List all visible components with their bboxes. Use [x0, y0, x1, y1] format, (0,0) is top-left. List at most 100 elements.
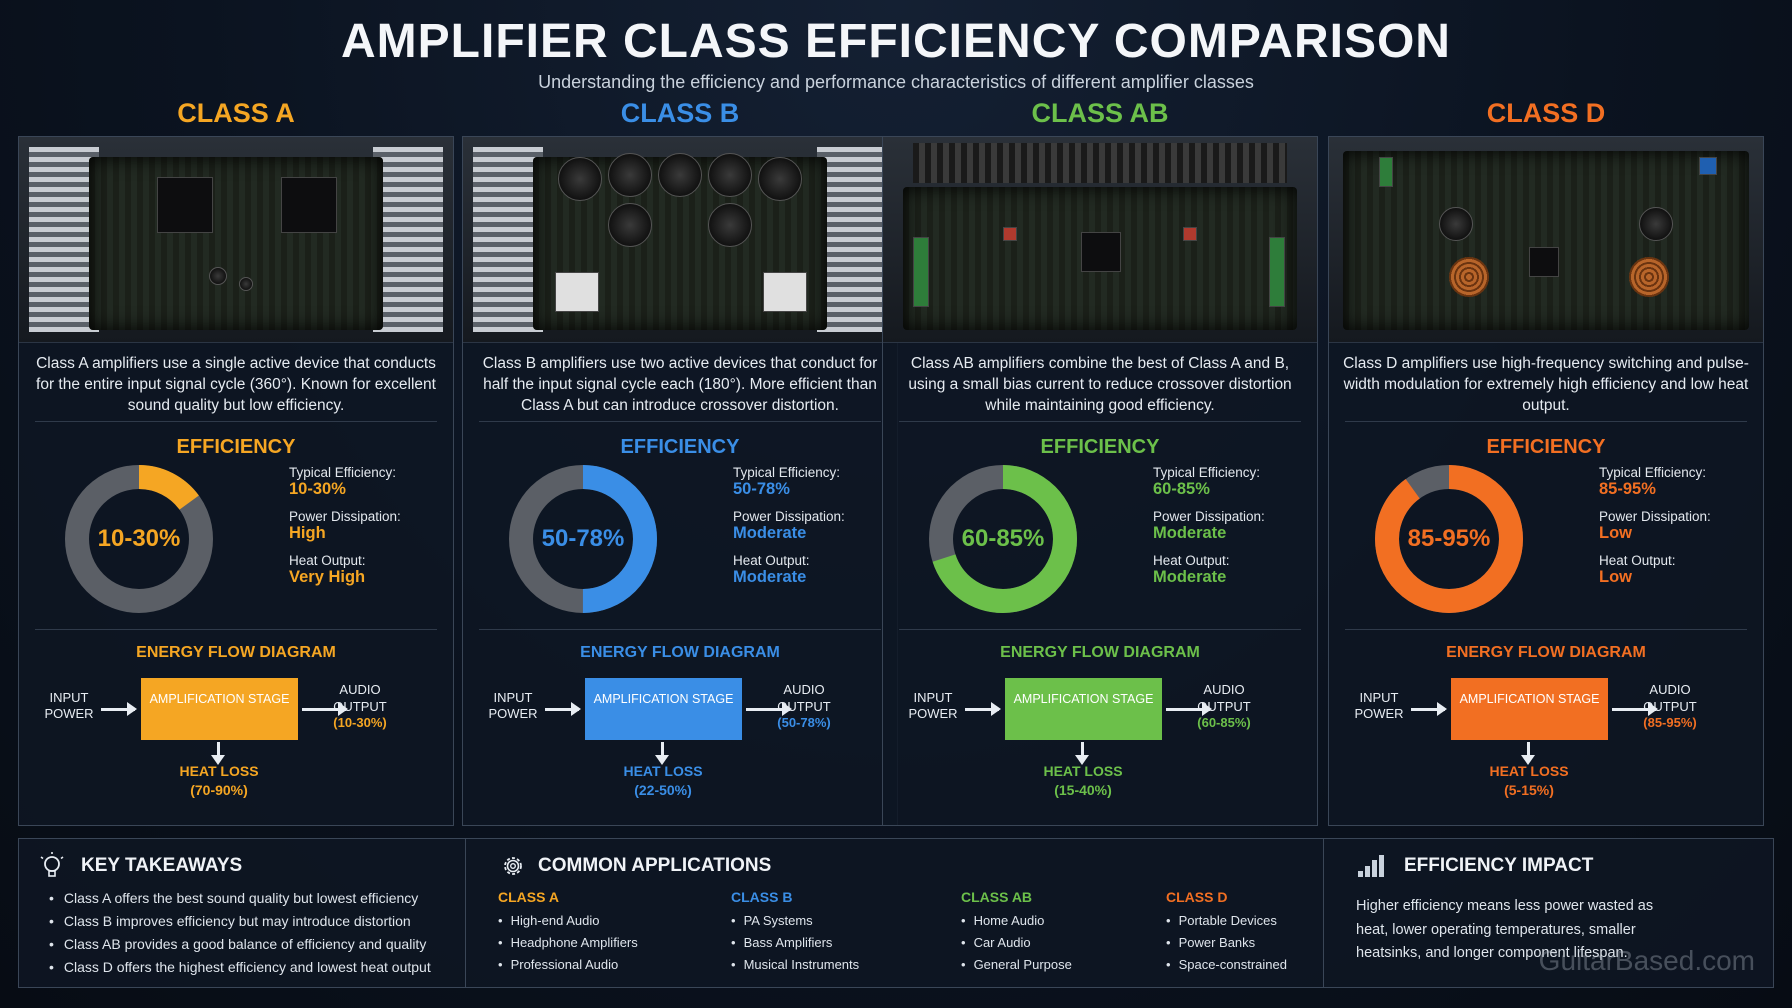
flow-title: ENERGY FLOW DIAGRAM — [1446, 644, 1646, 661]
typical-efficiency-label: Typical Efficiency: — [1153, 465, 1261, 480]
impact-text: Higher efficiency means less power waste… — [1356, 898, 1654, 961]
list-item: Class A offers the best sound quality bu… — [49, 887, 431, 910]
amplification-stage-box: AMPLIFICATION STAGE — [585, 678, 742, 740]
flow-input: INPUT POWER — [44, 690, 94, 721]
flow-heat: HEAT LOSS (5-15%) — [1459, 762, 1599, 800]
typical-efficiency-value: 50-78% — [733, 480, 790, 498]
arrow-right-icon — [302, 702, 348, 716]
class-a-column: CLASS A Class A amplifiers use a single … — [18, 96, 454, 826]
application-group: CLASS D Portable Devices Power Banks Spa… — [1166, 889, 1287, 976]
amplification-stage-box: AMPLIFICATION STAGE — [1005, 678, 1162, 740]
list-item: PA Systems — [731, 910, 859, 932]
donut-label: 50-78% — [541, 525, 625, 552]
bottom-panel: KEY TAKEAWAYS Class A offers the best so… — [18, 838, 1774, 988]
power-dissipation-value: Moderate — [1153, 524, 1227, 542]
flow-output: AUDIO OUTPUT (10-30%) — [315, 682, 405, 732]
power-dissipation-label: Power Dissipation: — [733, 509, 845, 524]
power-dissipation-label: Power Dissipation: — [1153, 509, 1265, 524]
list-item: Space-constrained — [1166, 954, 1287, 976]
class-title: CLASS D — [1486, 98, 1606, 128]
application-heading: CLASS A — [498, 889, 559, 905]
donut-fill — [929, 465, 1077, 613]
flow-heat-pct: (5-15%) — [1504, 782, 1554, 798]
flow-output-pct: (50-78%) — [777, 715, 831, 730]
efficiency-donut — [929, 465, 1077, 613]
energy-flow-diagram: INPUT POWER AMPLIFICATION STAGE AUDIO OU… — [463, 662, 897, 802]
flow-heat-pct: (15-40%) — [1054, 782, 1112, 798]
donut-label: 60-85% — [961, 525, 1045, 552]
flow-title: ENERGY FLOW DIAGRAM — [580, 644, 780, 661]
heat-output-label: Heat Output: — [733, 553, 810, 568]
list-item: Class B improves efficiency but may intr… — [49, 910, 431, 933]
heat-output-label: Heat Output: — [1599, 553, 1676, 568]
power-dissipation-value: High — [289, 524, 326, 542]
efficiency-stats: Typical Efficiency: 10-30% Power Dissipa… — [289, 465, 401, 597]
heat-output-value: Moderate — [1153, 568, 1227, 586]
list-item: High-end Audio — [498, 910, 638, 932]
efficiency-stats: Typical Efficiency: 60-85% Power Dissipa… — [1153, 465, 1265, 597]
flow-output-pct: (10-30%) — [333, 715, 387, 730]
flow-output-pct: (85-95%) — [1643, 715, 1697, 730]
flow-output-label: AUDIO OUTPUT — [777, 682, 831, 714]
typical-efficiency-value: 10-30% — [289, 480, 346, 498]
application-group: CLASS B PA Systems Bass Amplifiers Music… — [731, 889, 859, 976]
efficiency-stats: Typical Efficiency: 50-78% Power Dissipa… — [733, 465, 845, 597]
class-card: Class A amplifiers use a single active d… — [18, 136, 454, 826]
amplifier-photo — [19, 137, 453, 343]
class-card: Class D amplifiers use high-frequency sw… — [1328, 136, 1764, 826]
typical-efficiency-label: Typical Efficiency: — [733, 465, 841, 480]
applications-panel: COMMON APPLICATIONS CLASS A High-end Aud… — [466, 839, 1324, 987]
list-item: Headphone Amplifiers — [498, 932, 638, 954]
class-ab-column: CLASS AB Class AB amplifiers combine the… — [882, 96, 1318, 826]
efficiency-title: EFFICIENCY — [176, 436, 296, 458]
arrow-right-icon — [1166, 702, 1212, 716]
energy-flow-diagram: INPUT POWER AMPLIFICATION STAGE AUDIO OU… — [19, 662, 453, 802]
donut-fill — [1375, 465, 1523, 613]
lightbulb-icon — [40, 852, 64, 877]
impact-title: EFFICIENCY IMPACT — [1404, 855, 1594, 876]
arrow-down-icon — [1075, 742, 1089, 765]
flow-heat: HEAT LOSS (15-40%) — [1013, 762, 1153, 800]
application-group: CLASS AB Home Audio Car Audio General Pu… — [961, 889, 1072, 976]
takeaways-title: KEY TAKEAWAYS — [81, 855, 243, 876]
flow-heat-pct: (22-50%) — [634, 782, 692, 798]
efficiency-impact-panel: EFFICIENCY IMPACT Higher efficiency mean… — [1324, 839, 1773, 987]
arrow-right-icon — [1612, 702, 1658, 716]
class-card: Class B amplifiers use two active device… — [462, 136, 898, 826]
class-card: Class AB amplifiers combine the best of … — [882, 136, 1318, 826]
page-title: AMPLIFIER CLASS EFFICIENCY COMPARISON — [341, 15, 1451, 68]
heat-output-label: Heat Output: — [289, 553, 366, 568]
typical-efficiency-value: 85-95% — [1599, 480, 1656, 498]
typical-efficiency-label: Typical Efficiency: — [289, 465, 397, 480]
efficiency-title: EFFICIENCY — [1040, 436, 1160, 458]
list-item: Power Banks — [1166, 932, 1287, 954]
heat-output-value: Low — [1599, 568, 1632, 586]
takeaways-list: Class A offers the best sound quality bu… — [49, 887, 431, 979]
typical-efficiency-value: 60-85% — [1153, 480, 1210, 498]
list-item: General Purpose — [961, 954, 1072, 976]
flow-heat: HEAT LOSS (70-90%) — [149, 762, 289, 800]
arrow-right-icon — [1411, 702, 1447, 716]
arrow-down-icon — [1521, 742, 1535, 765]
application-heading: CLASS AB — [961, 889, 1033, 905]
flow-output-label: AUDIO OUTPUT — [1197, 682, 1251, 714]
heat-output-value: Moderate — [733, 568, 807, 586]
donut-fill — [509, 465, 657, 613]
watermark: GuitarBased.com — [1538, 945, 1755, 976]
applications-title: COMMON APPLICATIONS — [538, 855, 772, 876]
application-heading: CLASS D — [1166, 889, 1228, 905]
energy-flow-diagram: INPUT POWER AMPLIFICATION STAGE AUDIO OU… — [883, 662, 1317, 802]
donut-label: 10-30% — [97, 525, 181, 552]
class-b-column: CLASS B Class B amplifiers use two activ… — [462, 96, 898, 826]
flow-heat-label: HEAT LOSS — [623, 763, 703, 779]
flow-title: ENERGY FLOW DIAGRAM — [136, 644, 336, 661]
power-dissipation-label: Power Dissipation: — [289, 509, 401, 524]
energy-flow-diagram: INPUT POWER AMPLIFICATION STAGE AUDIO OU… — [1329, 662, 1763, 802]
list-item: Portable Devices — [1166, 910, 1287, 932]
arrow-down-icon — [211, 742, 225, 765]
efficiency-title: EFFICIENCY — [1486, 436, 1606, 458]
gear-icon — [504, 857, 522, 875]
power-dissipation-value: Low — [1599, 524, 1632, 542]
power-dissipation-label: Power Dissipation: — [1599, 509, 1711, 524]
amplifier-photo — [1329, 137, 1763, 343]
